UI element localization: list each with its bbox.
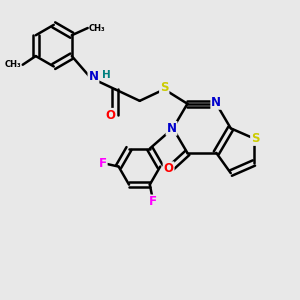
Text: S: S — [160, 81, 169, 94]
Text: H: H — [102, 70, 111, 80]
Text: CH₃: CH₃ — [5, 60, 21, 69]
Text: O: O — [164, 162, 174, 175]
Text: S: S — [251, 132, 260, 145]
Text: N: N — [211, 96, 221, 109]
Text: O: O — [106, 109, 116, 122]
Text: F: F — [149, 195, 157, 208]
Text: N: N — [88, 70, 98, 83]
Text: CH₃: CH₃ — [89, 23, 106, 32]
Text: N: N — [167, 122, 176, 135]
Text: F: F — [99, 157, 107, 170]
